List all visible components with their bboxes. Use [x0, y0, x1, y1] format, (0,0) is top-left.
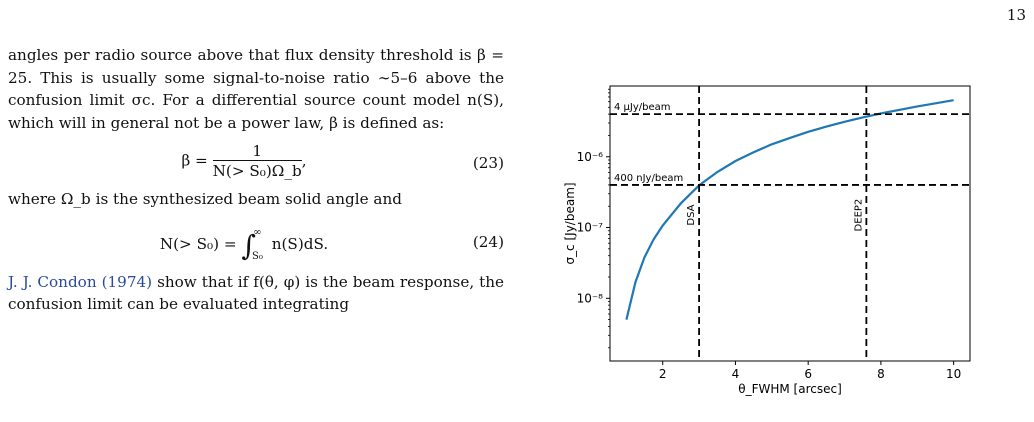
integral-upper-limit: ∞: [253, 226, 262, 238]
equation-23-denominator: N(> S₀)Ω_b: [212, 162, 302, 180]
x-tick-label-1: 4: [732, 367, 740, 381]
equation-23: β = 1 N(> S₀)Ω_b , (23): [8, 142, 504, 182]
x-tick-label-2: 6: [804, 367, 812, 381]
equation-23-lhs: β =: [181, 151, 208, 170]
y-tick-label-2: 10⁻⁶: [577, 150, 604, 164]
x-axis-label: θ_FWHM [arcsec]: [738, 382, 842, 396]
series-line: [625, 99, 954, 320]
integral-limits: ∞ S₀: [252, 221, 263, 269]
paragraph-1: angles per radio source above that flux …: [8, 46, 504, 132]
paragraph-3-text: show that if f(θ, φ) is the beam respons…: [8, 272, 504, 314]
confusion-limit-chart: 4 μJy/beam 400 nJy/beam DSA DEEP2 2 4 6 8 10 10⁻⁸…: [563, 85, 971, 396]
integral-sign: ∫: [241, 228, 257, 262]
body-text-column: angles per radio source above that flux …: [8, 44, 504, 316]
citation-link[interactable]: J. J. Condon (1974): [8, 272, 153, 291]
hline-label-0: 4 μJy/beam: [614, 102, 671, 113]
equation-23-comma: ,: [301, 151, 307, 170]
y-axis-label: σ_c [Jy/beam]: [563, 182, 577, 264]
vline-label-0: DSA: [686, 204, 697, 225]
vline-label-1: DEEP2: [853, 199, 864, 232]
equation-24-rhs: n(S)dS.: [271, 234, 329, 253]
equation-23-number: (23): [472, 154, 504, 172]
paragraph-2: where Ω_b is the synthesized beam solid …: [8, 190, 402, 208]
integral-lower-limit: S₀: [252, 250, 263, 262]
plot-frame: [609, 85, 971, 362]
page-number: 13: [1006, 6, 1026, 24]
hline-label-1: 400 nJy/beam: [614, 173, 683, 184]
y-tick-label-1: 10⁻⁷: [577, 221, 604, 235]
equation-24-number: (24): [472, 232, 504, 251]
paragraph-3: J. J. Condon (1974) show that if f(θ, φ)…: [8, 271, 504, 316]
x-tick-label-4: 10: [946, 367, 961, 381]
equation-23-numerator: 1: [212, 142, 302, 161]
confusion-limit-figure: 4 μJy/beam 400 nJy/beam DSA DEEP2 2 4 6 8 10 10⁻⁸…: [560, 70, 1000, 410]
equation-24-lhs: N(> S₀) =: [159, 234, 237, 253]
x-tick-label-3: 8: [877, 367, 885, 381]
x-tick-label-0: 2: [659, 367, 667, 381]
y-tick-label-0: 10⁻⁸: [577, 291, 604, 305]
equation-24: N(> S₀) = ∫ ∞ S₀ n(S)dS. (24): [8, 219, 504, 265]
equation-23-fraction: 1 N(> S₀)Ω_b: [212, 142, 302, 181]
